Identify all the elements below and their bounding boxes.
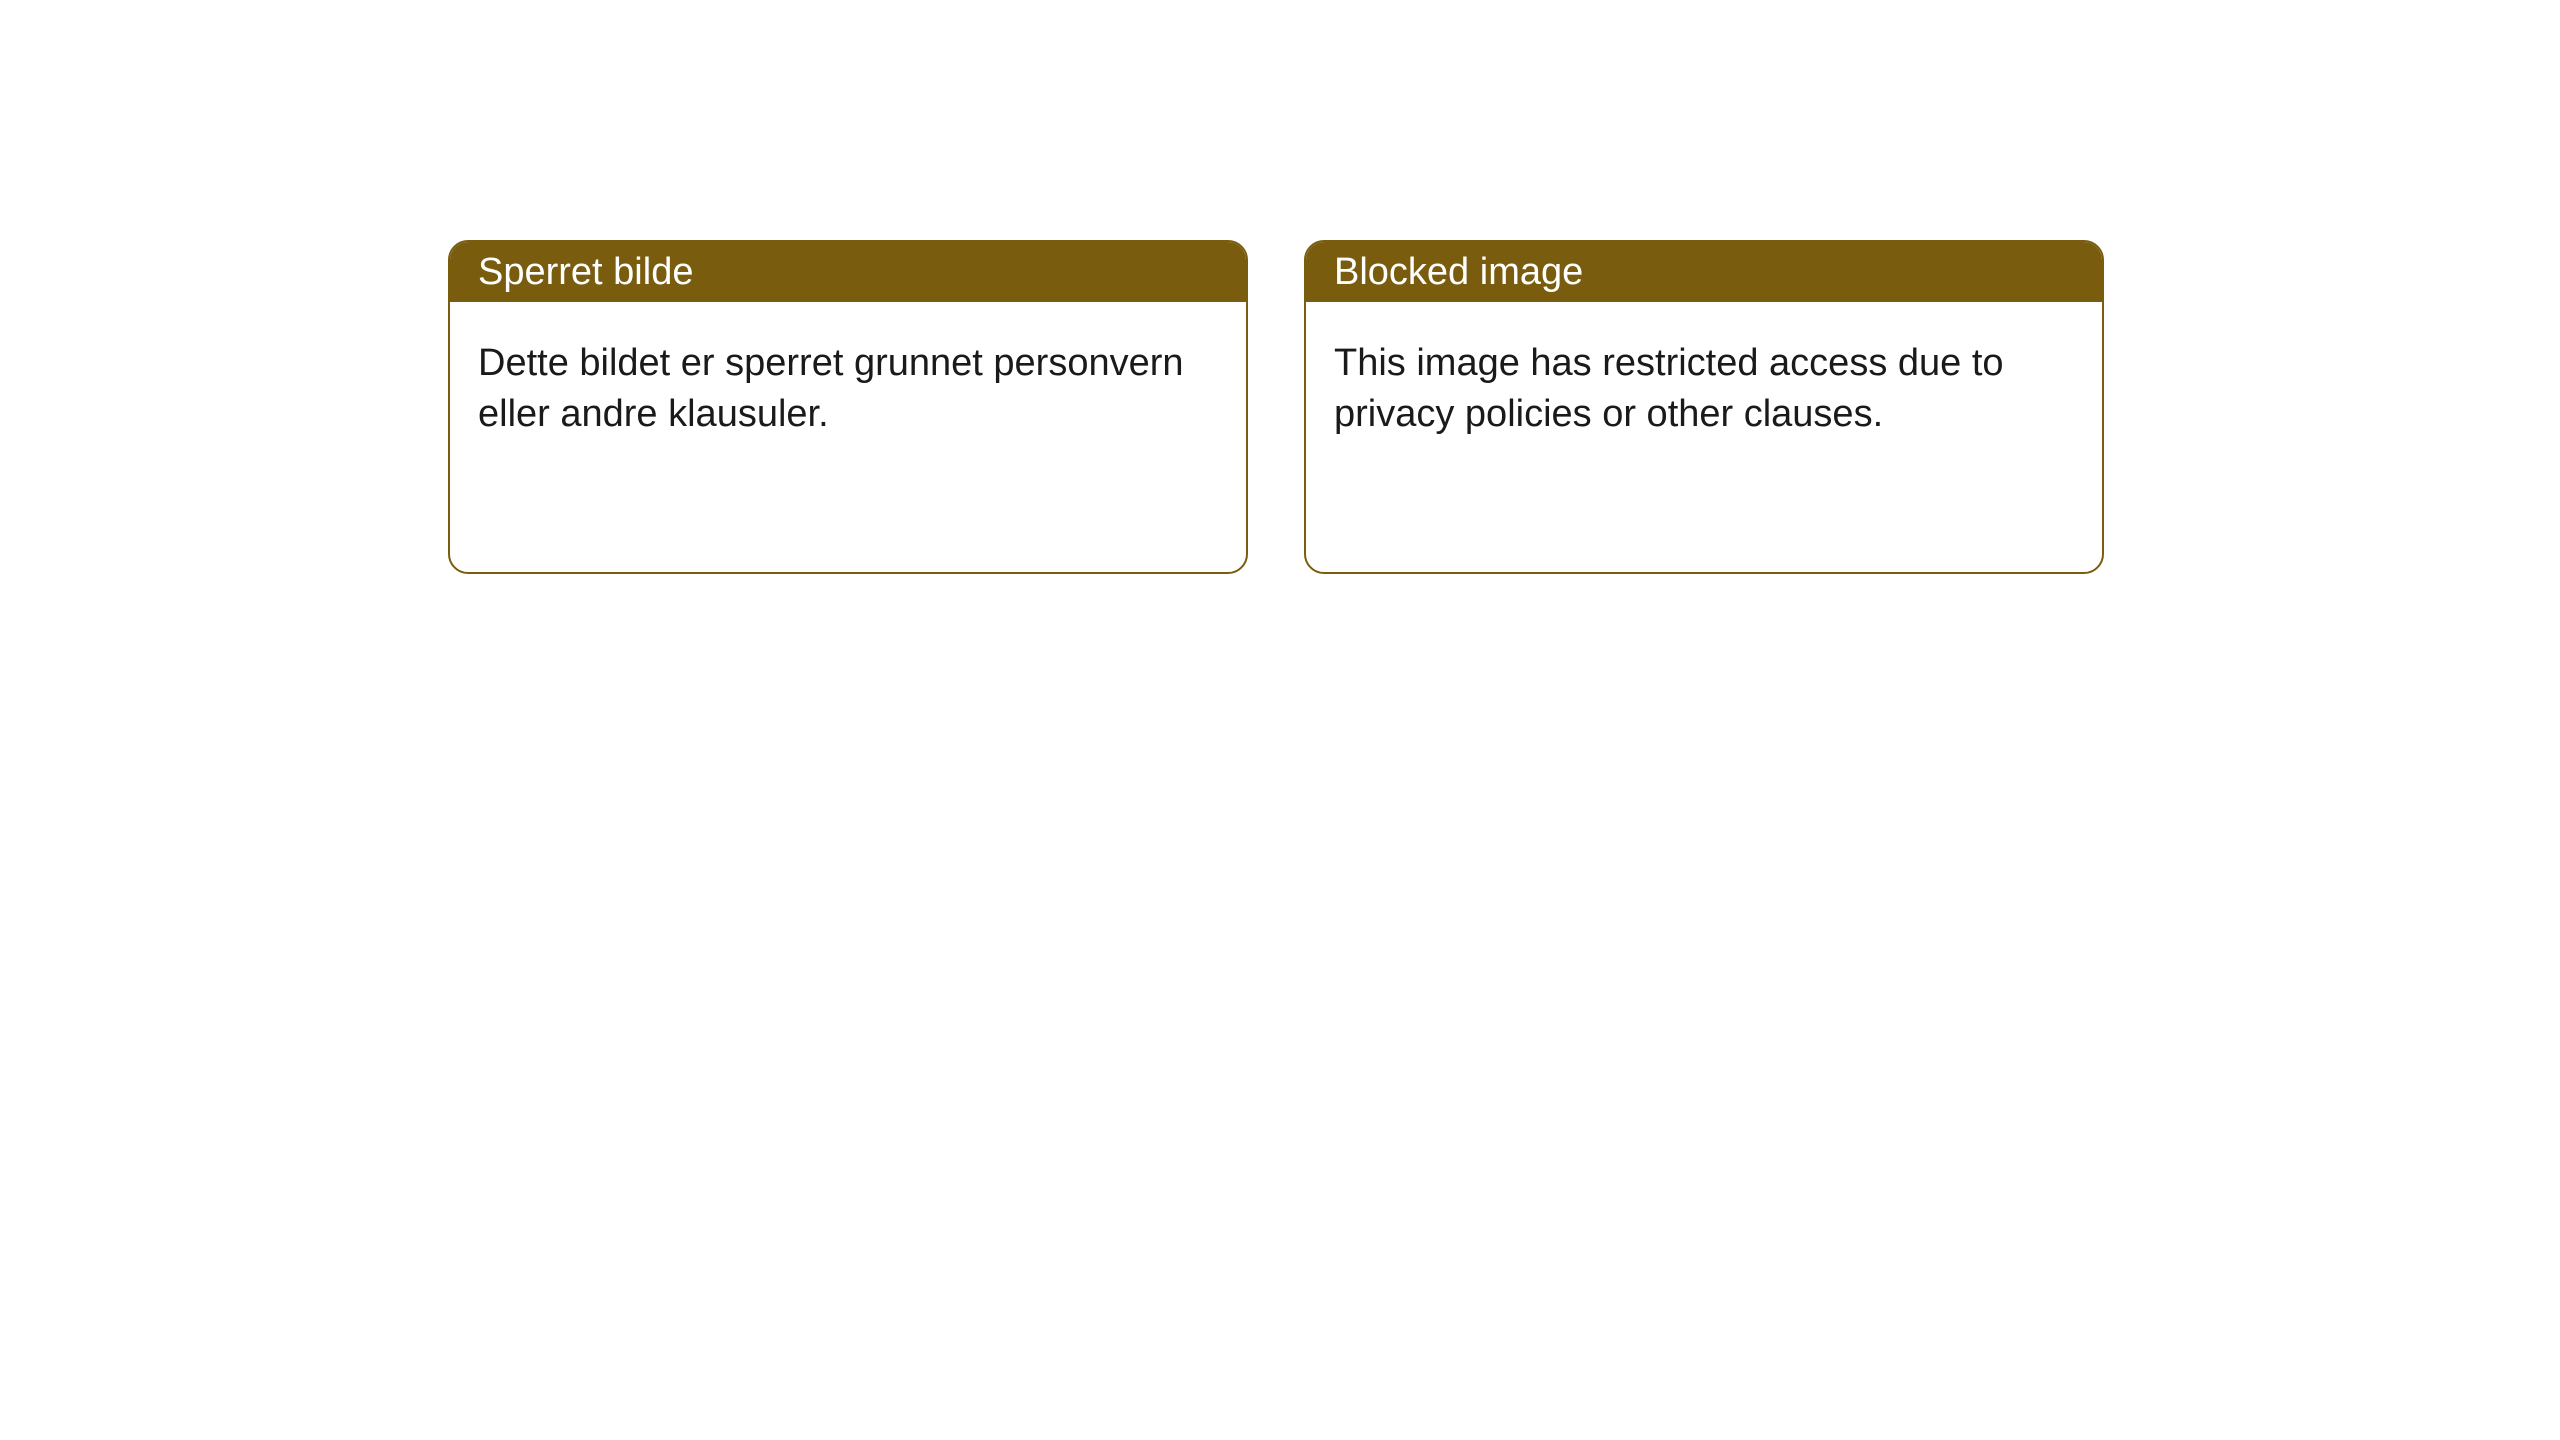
notice-card-norwegian: Sperret bilde Dette bildet er sperret gr… bbox=[448, 240, 1248, 574]
notice-text-english: This image has restricted access due to … bbox=[1334, 342, 2004, 435]
notice-title-norwegian: Sperret bilde bbox=[478, 251, 693, 294]
notice-header-norwegian: Sperret bilde bbox=[450, 242, 1246, 302]
notice-title-english: Blocked image bbox=[1334, 251, 1583, 294]
notice-body-english: This image has restricted access due to … bbox=[1306, 302, 2102, 477]
notice-container: Sperret bilde Dette bildet er sperret gr… bbox=[0, 0, 2560, 574]
notice-body-norwegian: Dette bildet er sperret grunnet personve… bbox=[450, 302, 1246, 477]
notice-card-english: Blocked image This image has restricted … bbox=[1304, 240, 2104, 574]
notice-text-norwegian: Dette bildet er sperret grunnet personve… bbox=[478, 342, 1184, 435]
notice-header-english: Blocked image bbox=[1306, 242, 2102, 302]
